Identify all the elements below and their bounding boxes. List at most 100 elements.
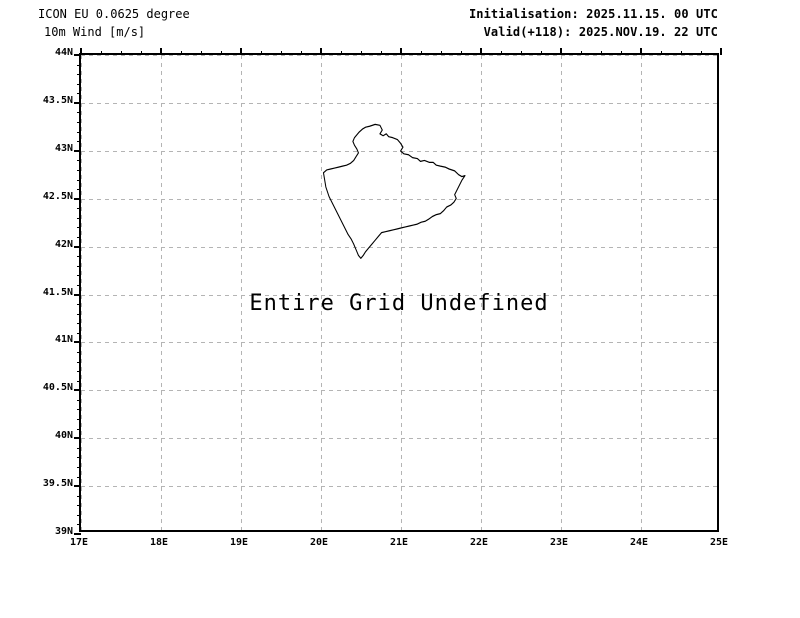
axis-tick xyxy=(74,54,81,56)
axis-tick xyxy=(77,208,81,210)
axis-tick xyxy=(621,51,622,55)
axis-tick xyxy=(661,51,662,55)
axis-tick xyxy=(77,332,81,334)
axis-tick xyxy=(77,313,81,315)
axis-tick-label: 43N xyxy=(54,142,73,154)
axis-tick xyxy=(77,179,81,181)
axis-tick-label: 44N xyxy=(54,47,73,58)
gridline-vertical xyxy=(161,55,162,530)
axis-tick xyxy=(361,51,362,55)
axis-tick xyxy=(77,227,81,229)
gridline-horizontal xyxy=(81,486,717,487)
axis-tick xyxy=(77,495,81,497)
gridline-vertical xyxy=(241,55,242,530)
axis-tick xyxy=(77,112,81,114)
entire-grid-undefined-message: Entire Grid Undefined xyxy=(249,291,549,316)
axis-tick xyxy=(77,74,81,76)
axis-tick xyxy=(240,48,242,55)
country-border-map xyxy=(322,123,466,259)
gridline-horizontal xyxy=(81,199,717,200)
axis-tick xyxy=(681,51,682,55)
gridline-vertical xyxy=(641,55,642,530)
axis-tick xyxy=(320,48,322,55)
axis-tick-label: 39N xyxy=(54,526,73,537)
axis-tick xyxy=(74,293,81,296)
initialisation-time: Initialisation: 2025.11.15. 00 UTC xyxy=(468,7,718,21)
axis-tick xyxy=(201,51,202,55)
axis-tick xyxy=(521,51,522,55)
axis-tick xyxy=(461,51,462,55)
axis-tick xyxy=(160,48,162,55)
axis-tick-label: 20E xyxy=(309,537,329,548)
axis-tick xyxy=(421,51,422,55)
axis-tick xyxy=(80,48,82,55)
axis-tick-label: 42.5N xyxy=(42,190,73,202)
axis-tick xyxy=(501,51,502,55)
axis-tick xyxy=(77,466,81,468)
axis-tick-label: 42N xyxy=(54,238,73,250)
axis-tick xyxy=(77,323,81,325)
axis-tick-label: 43.5N xyxy=(42,94,73,106)
axis-tick xyxy=(541,51,542,55)
axis-tick xyxy=(181,51,182,55)
axis-tick-label: 21E xyxy=(389,537,409,548)
axis-tick xyxy=(77,141,81,143)
gridline-vertical xyxy=(481,55,482,530)
gridline-horizontal xyxy=(81,151,717,152)
axis-tick xyxy=(74,437,81,440)
axis-tick xyxy=(101,51,102,55)
axis-tick xyxy=(77,351,81,353)
axis-tick xyxy=(74,533,81,535)
valid-time: Valid(+118): 2025.NOV.19. 22 UTC xyxy=(483,25,718,39)
axis-tick xyxy=(77,189,81,191)
axis-tick xyxy=(77,505,81,507)
gridline-horizontal xyxy=(81,247,717,248)
field-title: 10m Wind [m/s] xyxy=(44,25,146,39)
axis-tick xyxy=(720,48,722,55)
axis-tick xyxy=(77,217,81,219)
axis-tick xyxy=(400,48,402,55)
axis-tick xyxy=(221,51,222,55)
axis-tick-label: 41N xyxy=(54,334,73,346)
gridline-horizontal xyxy=(81,295,717,296)
gridline-horizontal xyxy=(81,390,717,391)
axis-tick xyxy=(640,48,642,55)
axis-tick xyxy=(74,485,81,488)
axis-tick xyxy=(77,169,81,171)
axis-tick xyxy=(77,304,81,306)
axis-tick xyxy=(77,131,81,133)
axis-tick xyxy=(77,284,81,286)
axis-tick xyxy=(381,51,382,55)
gridline-vertical xyxy=(561,55,562,530)
axis-tick xyxy=(77,122,81,124)
axis-tick xyxy=(74,149,81,152)
axis-tick xyxy=(77,447,81,449)
axis-tick xyxy=(77,428,81,430)
gridline-vertical xyxy=(321,55,322,530)
axis-tick xyxy=(74,101,81,104)
axis-tick xyxy=(77,524,81,526)
axis-tick xyxy=(77,371,81,373)
axis-tick xyxy=(77,457,81,459)
axis-tick xyxy=(74,245,81,248)
axis-tick xyxy=(701,51,702,55)
axis-tick xyxy=(341,51,342,55)
axis-tick-label: 39.5N xyxy=(42,478,73,490)
axis-tick xyxy=(77,399,81,401)
axis-tick-label: 40N xyxy=(54,430,73,442)
gridline-horizontal xyxy=(81,103,717,104)
axis-tick-label: 40.5N xyxy=(42,382,73,394)
axis-tick xyxy=(121,51,122,55)
axis-tick xyxy=(261,51,262,55)
axis-tick xyxy=(77,237,81,239)
axis-tick xyxy=(74,389,81,392)
axis-tick xyxy=(77,275,81,277)
axis-tick xyxy=(77,476,81,478)
axis-tick xyxy=(77,160,81,162)
axis-tick-label: 23E xyxy=(549,537,569,548)
axis-tick xyxy=(480,48,482,55)
axis-tick xyxy=(581,51,582,55)
axis-tick xyxy=(281,51,282,55)
axis-tick-label: 25E xyxy=(709,537,729,548)
